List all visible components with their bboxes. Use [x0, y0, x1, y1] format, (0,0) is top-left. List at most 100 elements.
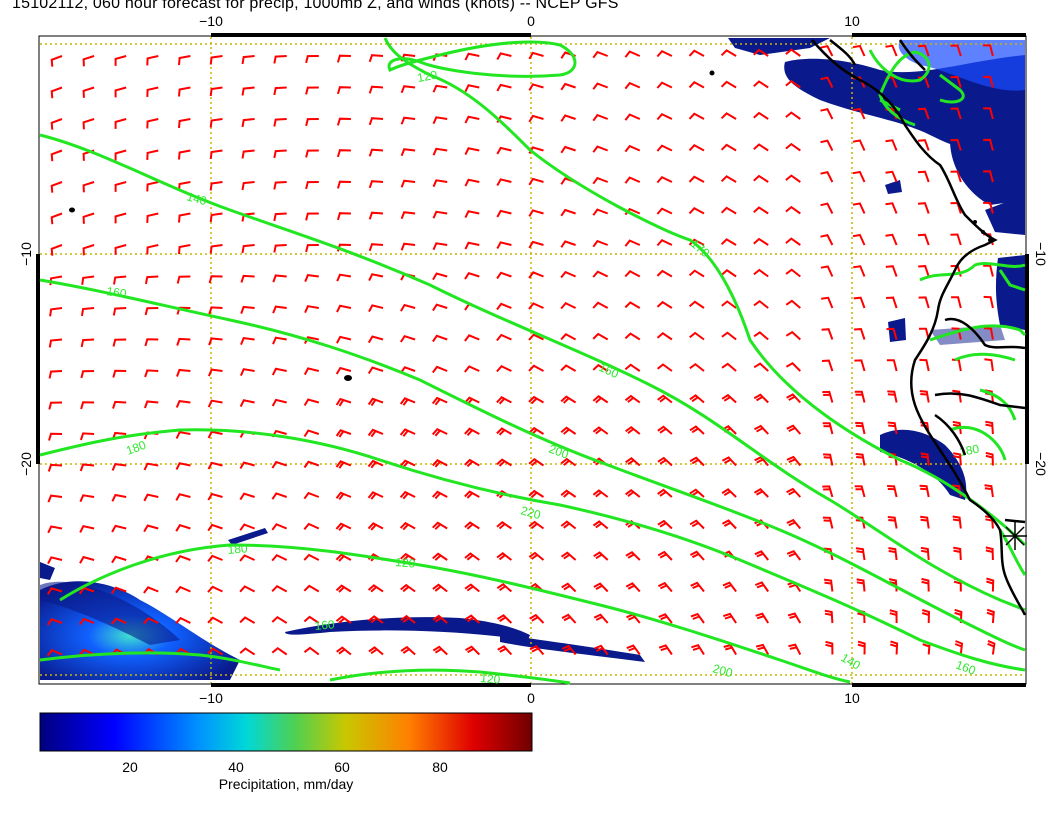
wind-barb: [561, 582, 577, 593]
wind-barb: [722, 612, 737, 624]
wind-barb: [753, 268, 769, 278]
contour-label: 200: [711, 661, 734, 680]
wind-barb: [688, 300, 705, 309]
wind-barb: [852, 170, 866, 183]
x-tick-bottom: 0: [527, 690, 535, 706]
wind-barb: [720, 112, 737, 120]
wind-barb: [432, 583, 448, 593]
wind-barb: [657, 581, 673, 593]
wind-barb: [592, 395, 609, 404]
wind-barb: [46, 618, 63, 626]
wind-barb: [178, 149, 191, 160]
wind-barb: [887, 421, 898, 435]
wind-barb: [592, 426, 609, 435]
wind-barb: [464, 52, 480, 61]
wind-barb: [400, 614, 416, 624]
wind-barb: [239, 585, 256, 593]
wind-barb: [720, 175, 737, 183]
wind-barb: [689, 456, 705, 467]
wind-barb: [657, 519, 673, 530]
wind-barb: [918, 265, 930, 277]
wind-barb: [110, 586, 127, 594]
wind-barb: [560, 270, 576, 279]
wind-barb: [432, 521, 448, 530]
wind-barb: [820, 202, 834, 214]
wind-barb: [239, 647, 256, 656]
wind-barb: [273, 118, 287, 127]
contour-label: 200: [547, 442, 571, 462]
wind-barb: [143, 400, 159, 409]
wind-barb: [48, 432, 63, 441]
wind-barb: [304, 305, 319, 314]
wind-barb: [146, 212, 159, 223]
wind-barb: [886, 327, 898, 340]
wind-barb: [528, 209, 544, 217]
wind-barb: [47, 556, 63, 565]
wind-barb: [175, 400, 191, 408]
wind-barb: [176, 275, 191, 284]
wind-barb: [592, 239, 609, 248]
wind-barb: [720, 49, 737, 57]
wind-barb: [431, 427, 448, 437]
wind-barb: [822, 422, 834, 435]
wind-barb: [917, 233, 930, 246]
wind-barb: [111, 524, 127, 533]
wind-barb: [207, 492, 223, 501]
wind-barb: [400, 583, 416, 593]
wind-barb: [273, 181, 287, 190]
wind-barb: [950, 75, 962, 88]
wind-barb: [854, 328, 866, 340]
wind-barb: [624, 301, 641, 309]
wind-barb: [721, 362, 737, 372]
wind-barb: [951, 327, 962, 340]
wind-barb: [656, 269, 673, 278]
contour-labels: 120 140 160 170 160 180 200 220 180 120 …: [106, 68, 981, 687]
wind-barb: [209, 244, 223, 254]
wind-barb: [305, 86, 319, 95]
wind-barb: [528, 114, 544, 123]
wind-barb: [986, 608, 995, 624]
wind-barb: [855, 453, 866, 466]
wind-barb: [273, 55, 287, 64]
wind-barb: [335, 366, 352, 375]
contour-label: 120: [395, 555, 416, 571]
wind-barb: [271, 553, 288, 562]
contour-label: 220: [519, 503, 542, 522]
contour-label: 160: [314, 617, 335, 633]
wind-barb: [82, 212, 95, 224]
wind-barb: [496, 271, 512, 280]
wind-barb: [658, 644, 673, 656]
wind-barb: [272, 336, 287, 345]
wind-barb: [207, 585, 223, 593]
wind-barb: [720, 238, 737, 246]
wind-barb: [496, 427, 512, 436]
wind-barb: [79, 432, 95, 441]
wind-barb: [688, 238, 705, 246]
wind-barb: [335, 553, 352, 562]
wind-barb: [305, 118, 319, 127]
wind-barb: [785, 268, 801, 278]
wind-barb: [656, 49, 673, 58]
wind-barb: [335, 491, 352, 501]
wind-barb: [271, 367, 287, 376]
wind-barb: [820, 171, 834, 183]
wind-barb: [561, 613, 577, 624]
wind-barb: [50, 149, 63, 162]
wind-barb: [336, 180, 351, 189]
wind-barb: [688, 269, 705, 278]
wind-barb: [175, 493, 191, 501]
wind-barb: [241, 149, 255, 159]
wind-barb: [951, 358, 962, 372]
x-tick-bottom: 10: [844, 690, 860, 706]
wind-barb: [207, 430, 223, 439]
wind-barb: [658, 613, 673, 624]
wind-barb: [691, 644, 705, 656]
wind-barb: [207, 647, 224, 656]
wind-barb: [721, 300, 737, 309]
wind-barb: [852, 233, 866, 246]
wind-barb: [917, 139, 930, 151]
wind-barb: [79, 463, 95, 472]
y-tick-left: −10: [18, 242, 34, 266]
wind-barb: [625, 582, 641, 593]
wind-barb: [785, 299, 801, 309]
